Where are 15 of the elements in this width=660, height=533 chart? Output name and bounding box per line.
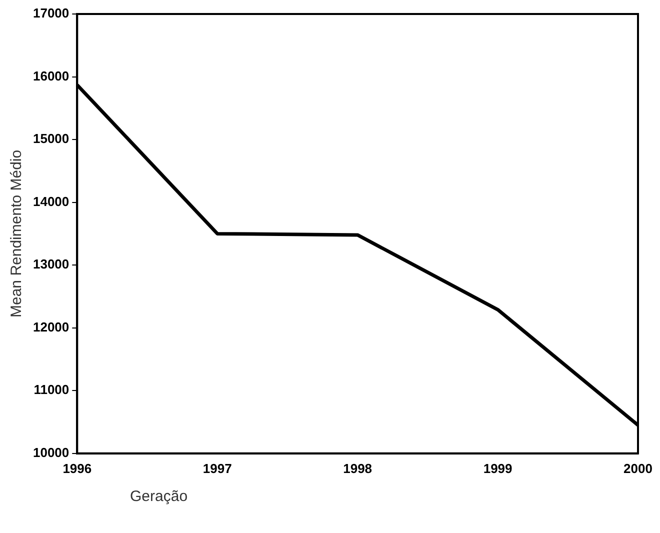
y-tick-label: 16000 xyxy=(32,68,70,84)
y-tick-label: 14000 xyxy=(32,194,70,209)
x-tick-label: 2000 xyxy=(624,460,652,476)
y-tick-label: 15000 xyxy=(32,131,70,146)
x-axis-title: Geração xyxy=(130,488,188,505)
x-tick-label: 1996 xyxy=(62,460,92,476)
y-tick-label: 10000 xyxy=(32,444,70,460)
y-tick-label: 13000 xyxy=(32,256,70,272)
y-axis-title: Mean Rendimento Médio xyxy=(8,150,26,318)
x-tick-label: 1999 xyxy=(483,460,512,476)
y-tick-label: 12000 xyxy=(32,319,70,334)
y-tick-label: 11000 xyxy=(34,382,70,398)
x-tick-label: 1997 xyxy=(202,460,232,476)
x-tick-label: 1998 xyxy=(343,460,372,476)
y-tick-label: 17000 xyxy=(32,6,70,21)
